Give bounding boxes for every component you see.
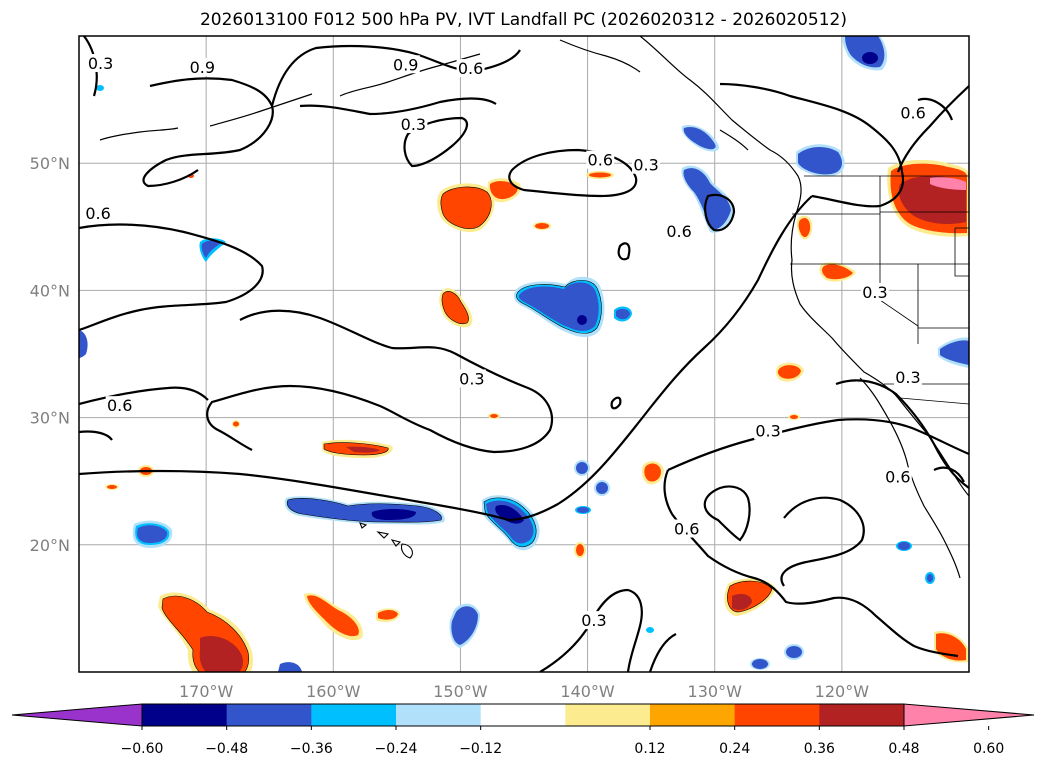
colorbar-tick-label-9: 0.60 [973, 741, 1004, 757]
contour-label-1: 0.6 [458, 59, 483, 78]
colorbar-frame [141, 703, 905, 727]
contour-label-halo-7 [665, 221, 694, 240]
lon-tick-label-0: 170°W [179, 682, 234, 701]
colorbar-bin-3 [396, 704, 482, 726]
contour-label-0: 0.9 [190, 58, 215, 77]
lon-tick-label-2: 150°W [433, 682, 488, 701]
contour-label-4: 0.6 [85, 204, 110, 223]
colorbar-tick-label-3: −0.24 [375, 741, 418, 757]
contour-label-7: 0.6 [666, 222, 691, 241]
lat-tick-label-2: 40°N [30, 281, 70, 300]
lon-tick-label-4: 130°W [688, 682, 743, 701]
positive-anomaly-east-subtropics [641, 362, 968, 663]
shading-outlines [161, 186, 773, 672]
contour-label-halo-14 [860, 282, 889, 301]
lat-tick-label-1: 30°N [30, 409, 70, 428]
contour-label-halo-17 [86, 53, 115, 72]
colorbar-bin-5 [565, 704, 651, 726]
colorbar-bin-1 [226, 704, 312, 726]
lat-tick-label-3: 50°N [30, 154, 70, 173]
contour-label-halo-4 [84, 204, 113, 223]
map-background [79, 36, 969, 672]
colorbar-bin-2 [311, 704, 397, 726]
negative-anomaly-small-cells [574, 460, 935, 670]
contour-label-2: 0.9 [393, 55, 418, 74]
contour-label-17: 0.3 [88, 54, 113, 73]
contour-label-12: 0.6 [885, 467, 910, 486]
contour-label-halo-10 [754, 421, 783, 440]
colorbar-tick-label-1: −0.48 [205, 741, 248, 757]
contour-label-8: 0.3 [459, 369, 484, 388]
lon-tick-label-5: 120°W [815, 682, 870, 701]
contour-label-halo-6 [632, 155, 661, 174]
contour-label-halo-15 [893, 368, 922, 387]
contour-label-halo-11 [672, 519, 701, 538]
hawaiian-islands [359, 522, 413, 559]
colorbar-tick-label-2: −0.36 [290, 741, 333, 757]
contour-label-halo-8 [457, 369, 486, 388]
positive-anomaly-central [439, 288, 473, 328]
colorbar-bin-7 [734, 704, 820, 726]
lon-tick-label-3: 140°W [560, 682, 615, 701]
colorbar-tick-label-5: 0.12 [634, 741, 665, 757]
contour-label-13: 0.3 [581, 611, 606, 630]
colorbar-bin-6 [650, 704, 736, 726]
contour-label-halo-3 [399, 115, 428, 134]
contour-label-10: 0.3 [755, 422, 780, 441]
colorbar-tick-label-0: −0.60 [121, 741, 164, 757]
contour-label-5: 0.6 [588, 151, 613, 170]
lon-tick-label-1: 160°W [306, 682, 361, 701]
contour-label-halo-12 [883, 467, 912, 486]
contour-label-16: 0.6 [900, 104, 925, 123]
contour-label-11: 0.6 [674, 520, 699, 539]
contour-label-halo-13 [579, 611, 608, 630]
figure-title: 2026013100 F012 500 hPa PV, IVT Landfall… [199, 10, 847, 30]
map-frame [78, 35, 970, 673]
contour-label-14: 0.3 [862, 283, 887, 302]
state-borders [790, 175, 969, 405]
lat-tick-label-0: 20°N [30, 536, 70, 555]
colorbar-bin-0 [142, 704, 228, 726]
negative-anomaly-hawaii [284, 495, 540, 551]
colorbar-tick-label-4: −0.12 [459, 741, 502, 757]
colorbar-extend-max [903, 703, 1035, 727]
contour-label-halo-1 [456, 59, 485, 78]
colorbar-tick-label-8: 0.48 [888, 741, 919, 757]
contour-label-halo-9 [105, 396, 134, 415]
colorbar-tick-label-7: 0.36 [804, 741, 835, 757]
pc-shading [79, 36, 969, 672]
contour-label-15: 0.3 [895, 368, 920, 387]
colorbar-tick-label-6: 0.24 [719, 741, 750, 757]
contour-label-halo-2 [391, 55, 420, 74]
axis-tick-labels: 170°W 160°W 150°W 140°W 130°W 120°W 20°N 30°N 40… [30, 154, 870, 701]
contour-label-3: 0.3 [401, 115, 426, 134]
colorbar: −0.60 −0.48 −0.36 −0.24 −0.12 0.12 0.24 0.36 0.4… [11, 703, 1035, 757]
colorbar-extend-min [11, 703, 143, 727]
colorbar-bin-4 [480, 704, 566, 726]
positive-anomaly-southwest [158, 592, 400, 672]
contour-label-halo-5 [586, 150, 615, 169]
negative-anomaly-central [514, 276, 632, 337]
negative-anomaly-west [79, 85, 480, 672]
contour-label-9: 0.6 [107, 396, 132, 415]
contour-label-6: 0.3 [633, 156, 658, 175]
colorbar-bin-8 [819, 704, 905, 726]
positive-anomaly-nw-pacific [437, 178, 521, 233]
positive-anomaly-hawaii-north [322, 439, 393, 458]
contour-label-halo-0 [188, 57, 217, 76]
contour-label-halo-16 [899, 103, 928, 122]
contour-labels: 0.9 0.6 0.9 0.3 0.6 0.6 0.3 0.6 0.3 0.6 0.3 0.6 0.6 0… [84, 53, 928, 630]
